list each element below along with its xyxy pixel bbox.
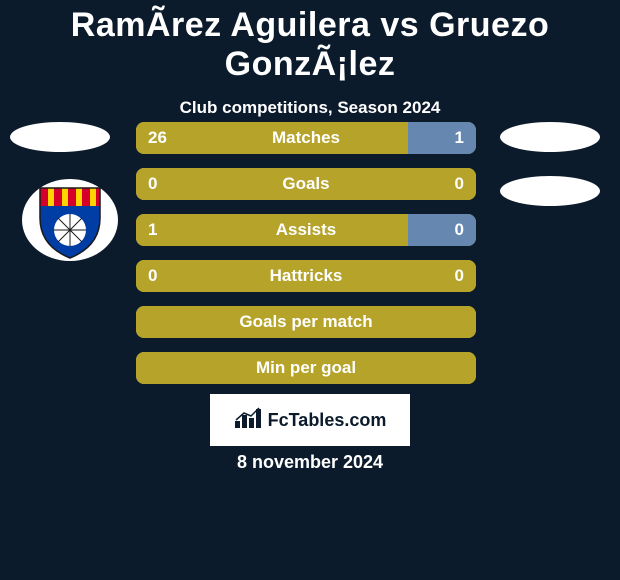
page-subtitle: Club competitions, Season 2024 <box>0 98 620 118</box>
stat-label: Assists <box>136 214 476 246</box>
stat-label: Hattricks <box>136 260 476 292</box>
stat-row: Hattricks0 0 <box>136 260 476 292</box>
stat-value-right: 1 <box>455 122 464 154</box>
player-left-placeholder <box>10 122 110 152</box>
stat-value-right: 0 <box>455 260 464 292</box>
stat-row: Assists1 0 <box>136 214 476 246</box>
stat-row: Min per goal <box>136 352 476 384</box>
brand-text: FcTables.com <box>268 410 387 431</box>
stat-label: Min per goal <box>136 352 476 384</box>
stat-label: Matches <box>136 122 476 154</box>
stat-label: Goals per match <box>136 306 476 338</box>
brand-badge: FcTables.com <box>210 394 410 446</box>
date-line: 8 november 2024 <box>0 452 620 473</box>
stat-value-left: 0 <box>148 260 157 292</box>
stat-row: Matches26 1 <box>136 122 476 154</box>
stat-value-right: 0 <box>455 168 464 200</box>
page-title: RamÃ­rez Aguilera vs Gruezo GonzÃ¡lez <box>0 0 620 84</box>
club-badge-icon <box>20 178 120 263</box>
player-right-placeholder-1 <box>500 122 600 152</box>
stat-value-left: 1 <box>148 214 157 246</box>
stat-row: Goals0 0 <box>136 168 476 200</box>
stat-value-left: 26 <box>148 122 167 154</box>
stat-row: Goals per match <box>136 306 476 338</box>
stat-value-left: 0 <box>148 168 157 200</box>
stats-table: Matches261Goals00Assists10Hattricks00Goa… <box>136 122 476 398</box>
player-right-placeholder-2 <box>500 176 600 206</box>
brand-bars-icon <box>234 407 262 434</box>
stat-value-right: 0 <box>455 214 464 246</box>
stat-label: Goals <box>136 168 476 200</box>
